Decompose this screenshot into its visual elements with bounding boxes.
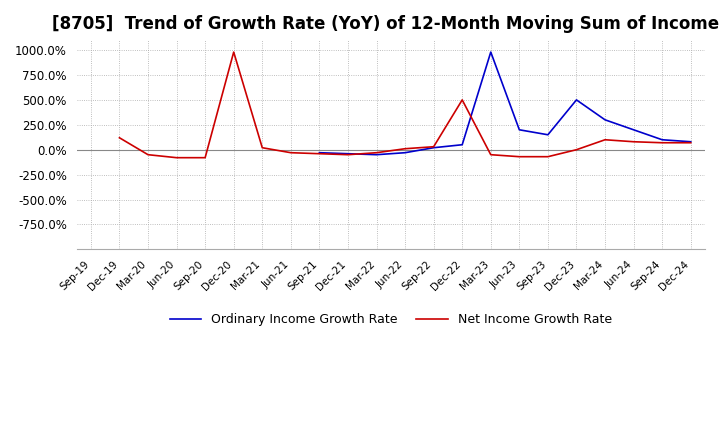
Net Income Growth Rate: [230, 49, 238, 55]
Net Income Growth Rate: [201, 155, 210, 160]
Ordinary Income Growth Rate: [401, 150, 410, 155]
Ordinary Income Growth Rate: [487, 49, 495, 55]
Net Income Growth Rate: [572, 147, 581, 152]
Ordinary Income Growth Rate: [429, 145, 438, 150]
Ordinary Income Growth Rate: [686, 139, 695, 144]
Net Income Growth Rate: [172, 155, 181, 160]
Ordinary Income Growth Rate: [572, 97, 581, 103]
Ordinary Income Growth Rate: [372, 152, 381, 158]
Net Income Growth Rate: [115, 135, 124, 140]
Net Income Growth Rate: [600, 137, 609, 143]
Net Income Growth Rate: [401, 146, 410, 151]
Ordinary Income Growth Rate: [600, 117, 609, 122]
Net Income Growth Rate: [287, 150, 295, 155]
Line: Ordinary Income Growth Rate: Ordinary Income Growth Rate: [320, 52, 690, 155]
Ordinary Income Growth Rate: [343, 151, 352, 156]
Net Income Growth Rate: [144, 152, 153, 158]
Net Income Growth Rate: [315, 151, 324, 156]
Title: [8705]  Trend of Growth Rate (YoY) of 12-Month Moving Sum of Incomes: [8705] Trend of Growth Rate (YoY) of 12-…: [53, 15, 720, 33]
Net Income Growth Rate: [458, 97, 467, 103]
Net Income Growth Rate: [258, 145, 266, 150]
Net Income Growth Rate: [343, 152, 352, 158]
Ordinary Income Growth Rate: [458, 142, 467, 147]
Net Income Growth Rate: [372, 150, 381, 155]
Net Income Growth Rate: [487, 152, 495, 158]
Ordinary Income Growth Rate: [544, 132, 552, 137]
Net Income Growth Rate: [544, 154, 552, 159]
Ordinary Income Growth Rate: [315, 150, 324, 155]
Net Income Growth Rate: [686, 140, 695, 145]
Net Income Growth Rate: [629, 139, 638, 144]
Net Income Growth Rate: [658, 140, 667, 145]
Line: Net Income Growth Rate: Net Income Growth Rate: [120, 52, 690, 158]
Ordinary Income Growth Rate: [515, 127, 523, 132]
Legend: Ordinary Income Growth Rate, Net Income Growth Rate: Ordinary Income Growth Rate, Net Income …: [165, 308, 617, 331]
Ordinary Income Growth Rate: [629, 127, 638, 132]
Net Income Growth Rate: [515, 154, 523, 159]
Ordinary Income Growth Rate: [658, 137, 667, 143]
Net Income Growth Rate: [429, 144, 438, 149]
